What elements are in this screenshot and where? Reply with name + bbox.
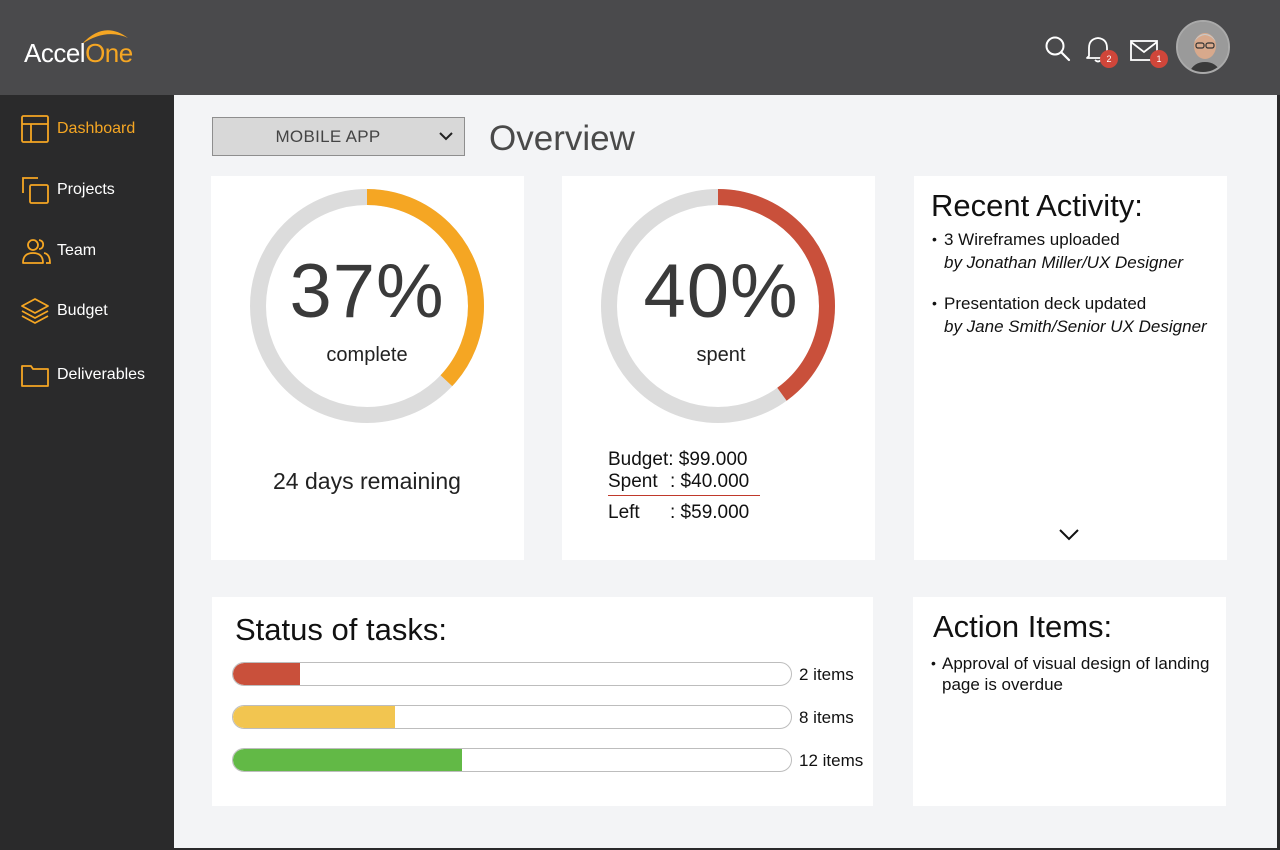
divider (608, 495, 760, 496)
sidebar-item-label: Projects (57, 181, 115, 198)
sidebar-item-deliverables[interactable]: Deliverables (20, 357, 145, 393)
task-count: 2 items (799, 665, 854, 684)
sidebar-item-label: Dashboard (57, 120, 136, 137)
task-count: 12 items (799, 751, 864, 770)
sidebar: Dashboard Projects Team Budget Deliverab… (0, 95, 174, 850)
spent-caption: spent (696, 344, 746, 366)
mail-icon[interactable]: 1 (1130, 40, 1168, 68)
top-bar: AccelOne 2 1 (0, 0, 1280, 95)
logo[interactable]: AccelOne (24, 22, 144, 72)
sidebar-item-label: Budget (57, 302, 108, 319)
progress-gauge (250, 189, 484, 423)
list-item[interactable]: Approval of visual design of landing pag… (931, 653, 1211, 695)
avatar[interactable] (1176, 20, 1230, 74)
progress-caption: complete (326, 344, 408, 366)
sidebar-item-projects[interactable]: Projects (20, 172, 115, 208)
task-progress-fill (233, 749, 462, 771)
logo-text-one: One (85, 38, 133, 68)
progress-card: 37% complete 24 days remaining (211, 176, 524, 560)
recent-activity-title: Recent Activity: (931, 188, 1143, 223)
activity-author: by Jane Smith/Senior UX Designer (944, 317, 1207, 336)
tasks-title: Status of tasks: (235, 612, 447, 647)
team-icon (20, 236, 51, 266)
project-select[interactable]: MOBILE APP (212, 117, 465, 156)
notifications-badge: 2 (1100, 50, 1118, 68)
task-progress-fill (233, 706, 395, 728)
left-row: Left : $59.000 (608, 502, 760, 524)
activity-text: 3 Wireframes uploaded (944, 230, 1120, 249)
activity-text: Presentation deck updated (944, 294, 1147, 313)
spent-label: Spent (608, 471, 658, 492)
budget-row: Budget: $99.000 (608, 449, 760, 471)
left-label: Left (608, 502, 640, 523)
budget-summary: Budget: $99.000 Spent : $40.000 Left : $59… (608, 449, 760, 524)
action-items-title: Action Items: (933, 609, 1113, 644)
days-remaining: 24 days remaining (273, 468, 461, 494)
messages-badge: 1 (1150, 50, 1168, 68)
list-item[interactable]: Presentation deck updated by Jane Smith/… (932, 292, 1207, 338)
task-progress-bar (232, 705, 792, 729)
spent-gauge-arc (601, 189, 835, 423)
dashboard-icon (20, 114, 50, 144)
list-item[interactable]: 3 Wireframes uploaded by Jonathan Miller… (932, 228, 1207, 274)
task-progress-bar (232, 748, 792, 772)
sidebar-item-dashboard[interactable]: Dashboard (20, 111, 135, 147)
sidebar-item-label: Deliverables (57, 366, 146, 383)
activity-list: 3 Wireframes uploaded by Jonathan Miller… (932, 228, 1207, 356)
main-content: MOBILE APP Overview 37% complete 24 days… (174, 95, 1277, 848)
sidebar-item-team[interactable]: Team (20, 233, 96, 269)
logo-arc-icon (82, 30, 128, 44)
task-count: 8 items (799, 708, 854, 727)
page-title: Overview (489, 119, 635, 158)
action-items-card: Action Items: Approval of visual design … (913, 597, 1226, 806)
budget-label: Budget: (608, 449, 674, 470)
spent-gauge (601, 189, 835, 423)
progress-gauge-arc (250, 189, 484, 423)
tasks-card: Status of tasks: 2 items 8 items 12 item… (212, 597, 873, 806)
left-value: : $59.000 (670, 502, 750, 523)
projects-icon (20, 175, 50, 205)
spent-percent: 40% (643, 249, 799, 334)
folder-icon (20, 360, 50, 390)
budget-card: 40% spent Budget: $99.000 Spent : $40.000… (562, 176, 875, 560)
recent-activity-card: Recent Activity: 3 Wireframes uploaded b… (914, 176, 1227, 560)
chevron-down-icon (439, 132, 453, 141)
task-progress-fill (233, 663, 300, 685)
activity-author: by Jonathan Miller/UX Designer (944, 253, 1184, 272)
project-select-value: MOBILE APP (275, 127, 381, 146)
logo-text-accel: Accel (24, 38, 86, 68)
sidebar-item-budget[interactable]: Budget (20, 293, 108, 329)
progress-percent: 37% (289, 249, 445, 334)
chevron-down-icon[interactable] (1058, 528, 1080, 542)
spent-row: Spent : $40.000 (608, 471, 760, 493)
action-items-list: Approval of visual design of landing pag… (931, 653, 1211, 695)
search-icon[interactable] (1044, 35, 1072, 68)
sidebar-item-label: Team (57, 242, 97, 259)
layers-icon (20, 296, 50, 326)
bell-icon[interactable]: 2 (1084, 34, 1118, 69)
task-progress-bar (232, 662, 792, 686)
logo-text: AccelOne (24, 38, 133, 69)
budget-value: $99.000 (678, 449, 748, 470)
spent-value: : $40.000 (670, 471, 750, 492)
